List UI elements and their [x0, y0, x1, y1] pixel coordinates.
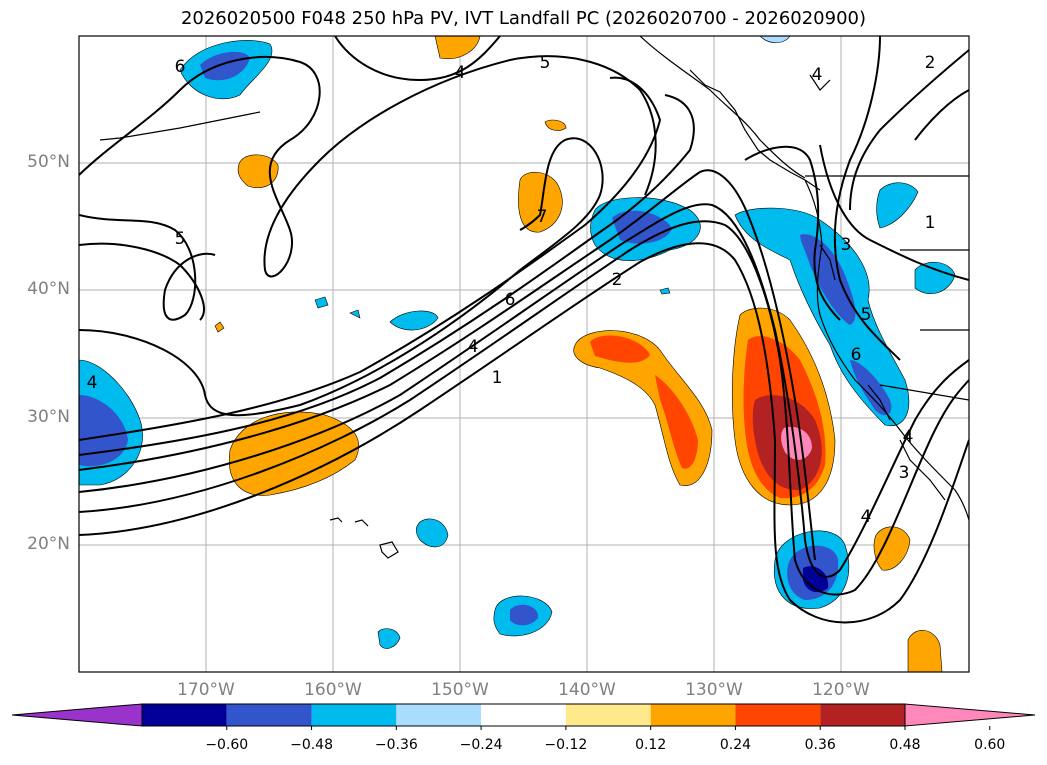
contour-line: [79, 137, 604, 417]
contour-line: [334, 36, 501, 82]
lat-label: 40°N: [27, 279, 70, 299]
contour-line: [744, 145, 841, 321]
contour-line: [79, 169, 816, 561]
contour-label: 4: [468, 337, 479, 357]
contour-label: 2: [612, 270, 623, 290]
contour-line: [79, 55, 657, 278]
colorbar-tick-label: −0.48: [290, 737, 333, 753]
contour-line: [914, 89, 969, 141]
contour-label: 5: [175, 229, 186, 249]
contour-label: 5: [861, 305, 872, 325]
colorbar-frame: [141, 703, 906, 727]
lon-label: 130°W: [685, 680, 743, 700]
contour-label: 3: [841, 235, 852, 255]
colorbar-segment: [311, 704, 397, 726]
colorbar-tick-label: −0.36: [374, 737, 418, 753]
map-frame: [78, 35, 970, 673]
contour-label: 5: [540, 53, 551, 73]
colorbar-segment: [820, 704, 905, 726]
contour-line: [833, 36, 901, 361]
contour-label: 4: [87, 373, 98, 393]
colorbar-segment: [650, 704, 736, 726]
colorbar-tick-label: 0.48: [889, 737, 921, 753]
contour-line: [79, 242, 969, 624]
contour-label: 6: [505, 290, 516, 310]
lon-label: 160°W: [304, 680, 362, 700]
map-panel: 6 5 5 4 4 4 7 2 6 4 1 2 1 3 5 6 4 3 4: [79, 36, 969, 672]
contour-label: 4: [455, 63, 466, 83]
ivt-contours: [79, 36, 969, 624]
colorbar-segment: [226, 704, 312, 726]
contour-line: [79, 203, 969, 578]
colorbar-tick-label: 0.60: [974, 737, 1006, 753]
contour-line: [819, 144, 969, 281]
contour-label: 4: [861, 507, 872, 527]
positive-anomaly-145w: [518, 172, 563, 233]
colorbar-tick-label: 0.36: [804, 737, 836, 753]
colorbar-tick-label: 0.12: [635, 737, 667, 753]
colorbar-extend-high: [904, 703, 1036, 727]
lon-label: 120°W: [812, 680, 870, 700]
contour-label: 4: [903, 427, 914, 447]
lat-label: 20°N: [27, 534, 70, 554]
lon-label: 140°W: [558, 680, 616, 700]
colorbar-segment: [396, 704, 482, 726]
contour-label: 4: [812, 65, 823, 85]
contour-label: 6: [175, 57, 186, 77]
contour-label: 3: [899, 463, 910, 483]
colorbar-tick-label: −0.12: [544, 737, 588, 753]
colorbar-extend-low: [11, 703, 143, 727]
colorbar-tick-label: −0.60: [205, 737, 249, 753]
lat-label: 50°N: [27, 152, 70, 172]
colorbar-segment: [565, 704, 651, 726]
contour-line: [79, 214, 216, 321]
colorbar: [11, 703, 1036, 730]
contour-label: 7: [537, 207, 548, 227]
colorbar-tick-label: −0.24: [459, 737, 503, 753]
colorbar-segment: [735, 704, 821, 726]
colorbar-tick-label: 0.24: [719, 737, 752, 753]
contour-label: 1: [492, 368, 503, 388]
contour-label: 2: [925, 53, 936, 73]
colorbar-segment: [142, 704, 227, 726]
contour-label: 6: [851, 345, 862, 365]
contour-label: 1: [925, 213, 936, 233]
lat-label: 30°N: [27, 407, 70, 427]
lon-label: 170°W: [177, 680, 235, 700]
coastlines: [99, 36, 969, 559]
positive-anomaly-165w: [237, 154, 279, 188]
lon-label: 150°W: [431, 680, 489, 700]
contour-line: [79, 242, 205, 321]
contour-line: [79, 94, 695, 456]
map-title: 2026020500 F048 250 hPa PV, IVT Landfall…: [180, 8, 867, 29]
contour-line: [849, 49, 969, 211]
colorbar-segment: [481, 704, 566, 726]
